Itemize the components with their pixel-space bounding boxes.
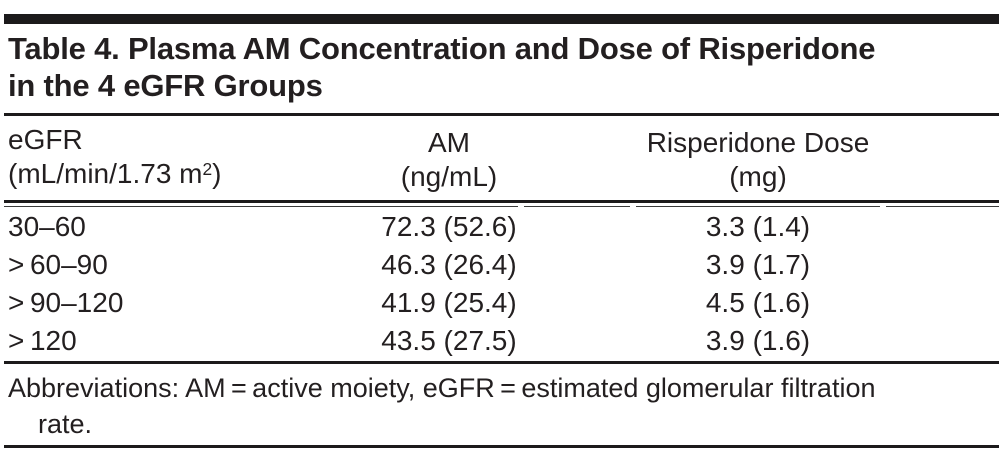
column-header-egfr-label: eGFR (8, 124, 83, 155)
header-rule-segment (886, 206, 999, 207)
cell-egfr: 30–60 (8, 211, 86, 242)
column-header-am-label: AM (428, 127, 470, 158)
egfr-unit-pre: (mL/min/1.73 m (8, 158, 203, 189)
column-header-egfr: eGFR (mL/min/1.73 m2) (0, 123, 280, 194)
footnote-rule (4, 361, 999, 364)
footnote: Abbreviations: AM = active moiety, eGFR … (8, 370, 995, 442)
egfr-unit-superscript: 2 (202, 159, 213, 180)
column-header-am-unit: (ng/mL) (400, 161, 498, 192)
column-header-dose-label: Risperidone Dose (646, 127, 870, 158)
column-header-dose-unit: (mg) (729, 161, 787, 192)
table-body: 30–60 72.3 (52.6) 3.3 (1.4) > 60–90 46.3… (0, 208, 1003, 360)
table-header-row: eGFR (mL/min/1.73 m2) AM (ng/mL) Risperi… (0, 123, 1003, 194)
header-rule-segment (636, 206, 880, 207)
cell-dose: 3.9 (1.7) (705, 249, 811, 280)
cell-am: 46.3 (26.4) (381, 249, 517, 280)
header-rule-thin (4, 206, 999, 207)
top-rule-thick (4, 14, 999, 24)
footnote-line2: rate. (38, 409, 93, 439)
table-title-line2: in the 4 eGFR Groups (8, 68, 323, 103)
cell-egfr: > 120 (8, 325, 77, 356)
cell-am: 72.3 (52.6) (381, 211, 517, 242)
table-row: > 60–90 46.3 (26.4) 3.9 (1.7) (0, 246, 1003, 284)
egfr-unit-post: ) (212, 158, 222, 189)
column-header-egfr-unit: (mL/min/1.73 m2) (8, 157, 280, 194)
cell-egfr: > 60–90 (8, 249, 108, 280)
table-row: > 120 43.5 (27.5) 3.9 (1.6) (0, 322, 1003, 360)
column-header-dose: Risperidone Dose (mg) (618, 126, 898, 194)
cell-egfr: > 90–120 (8, 287, 124, 318)
cell-dose: 3.3 (1.4) (705, 211, 811, 242)
table-row: 30–60 72.3 (52.6) 3.3 (1.4) (0, 208, 1003, 246)
cell-dose: 3.9 (1.6) (705, 325, 811, 356)
table-row: > 90–120 41.9 (25.4) 4.5 (1.6) (0, 284, 1003, 322)
table-title-line1: Table 4. Plasma AM Concentration and Dos… (8, 31, 876, 66)
footnote-line1: Abbreviations: AM = active moiety, eGFR … (8, 373, 876, 403)
header-rule-segment (4, 206, 518, 207)
header-rule-segment (524, 206, 630, 207)
column-header-am: AM (ng/mL) (280, 126, 618, 194)
cell-dose: 4.5 (1.6) (705, 287, 811, 318)
table-title: Table 4. Plasma AM Concentration and Dos… (8, 30, 995, 104)
title-rule (4, 113, 999, 116)
cell-am: 43.5 (27.5) (381, 325, 517, 356)
cell-am: 41.9 (25.4) (381, 287, 517, 318)
header-rule-thick (4, 200, 999, 203)
bottom-rule (4, 445, 999, 448)
